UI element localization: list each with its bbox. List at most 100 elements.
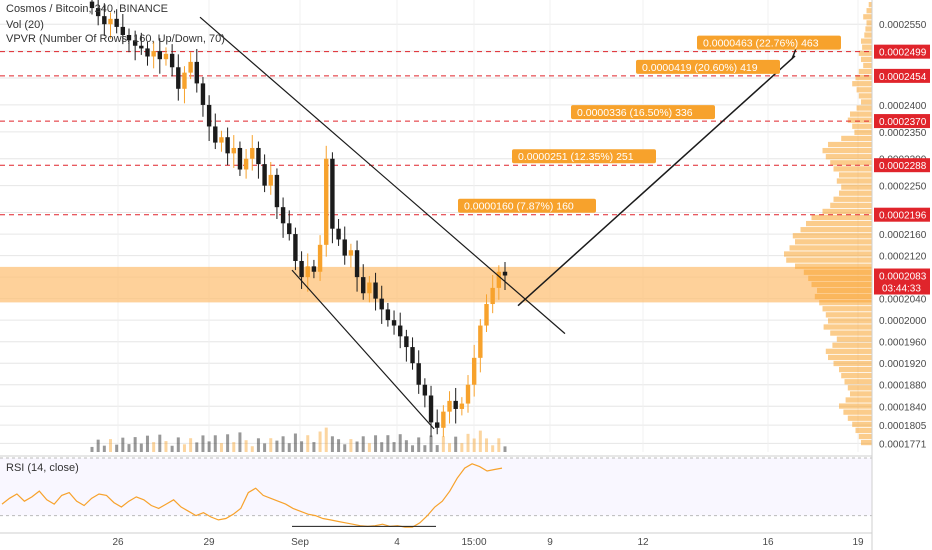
profile-bar [814,293,872,300]
level-tag-box [874,68,930,83]
candle-body [268,174,273,186]
time-tick: 19 [852,537,864,548]
candle-body [231,147,236,154]
symbol-legend: Cosmos / Bitcoin, 240, BINANCE [6,3,169,15]
profile-bar [863,62,872,69]
candle-body [447,400,452,412]
profile-bar [830,202,872,208]
candle-body [453,400,458,409]
volume-bar [380,442,384,452]
volume-bar [417,437,421,452]
volume-bar [108,439,112,452]
candle-body [299,260,304,278]
profile-bar [819,300,872,306]
candle-body [188,61,193,73]
target-label-box [636,59,780,74]
volume-bar [448,443,452,452]
volume-bar [398,434,402,452]
profile-bar [825,348,872,354]
candle-body [225,137,230,154]
volume-bar [182,444,186,452]
level-tag: 0.0002454 [879,72,927,83]
candle-body [102,16,107,25]
candle-body [274,174,280,208]
candle-body [287,223,292,235]
candle-body [114,18,119,27]
candle-body [151,51,156,57]
countdown: 03:44:33 [882,284,921,295]
target-label: 0.0000419 (20.60%) 419 [642,62,758,74]
volume-bar [90,446,94,452]
profile-bar [852,123,872,129]
candle-body [471,357,477,385]
candle-body [256,147,261,165]
profile-bar [855,74,872,81]
profile-bar [862,44,872,50]
candle-body [490,287,495,305]
profile-bar [808,275,872,281]
volume-bar [478,430,482,452]
candle-body [367,282,372,294]
candle-body [391,320,397,326]
level-tag-box [874,158,930,173]
profile-bar [795,263,872,269]
volume-bar [281,436,285,452]
profile-bar [825,312,872,318]
profile-bar [833,360,872,367]
candle-body [404,336,409,348]
rsi-band [0,458,872,516]
volume-bar [466,433,470,452]
volume-bar [219,443,223,452]
candle-body [484,304,489,326]
profile-bar [861,56,872,63]
candle-body [213,126,218,143]
target-label: 0.0000251 (12.35%) 251 [518,151,634,163]
volume-bar [213,435,217,452]
profile-bar [854,129,872,136]
profile-bar [841,373,872,379]
candle-body [502,271,508,276]
profile-bar [841,184,872,190]
candle-body [361,277,366,294]
drawings [199,16,799,430]
profile-bar [847,385,872,391]
volume-bar [269,438,273,452]
volume-bar [207,441,211,452]
volume-bar [324,427,328,452]
candle-body [478,325,483,358]
level-tag-box [874,114,930,129]
profile-bar [856,87,872,93]
candle-body [354,250,360,278]
profile-bar [828,141,872,148]
volume-bar [195,442,199,452]
profile-bar [866,8,872,14]
candle-body [348,250,354,256]
candle-body [305,266,310,278]
volume-bar [330,436,334,452]
profile-bar [863,14,872,20]
profile-bar [828,354,872,361]
volume-bars [90,427,507,452]
profile-bar [839,190,872,196]
time-axis: 26 29 Sep 4 15:00 9 12 16 19 [0,532,872,548]
volume-bar [386,435,390,452]
volume-bar [263,443,267,452]
price-tick: 0.0002550 [879,20,927,31]
profile-bar [800,227,872,233]
profile-bar [830,160,872,166]
profile-bar [832,342,872,348]
profile-bar [836,336,872,342]
profile-bar [825,154,872,160]
volume-bar [423,445,427,452]
price-tick: 0.0002040 [879,295,927,306]
rsi-line [1,463,503,528]
profile-bar [861,38,872,44]
support-zone [0,266,872,303]
candle-body [373,282,378,299]
volume-bar [497,438,501,452]
price-tick: 0.0002400 [879,101,927,112]
candle-body [132,40,138,46]
profile-bar [852,81,872,87]
time-tick: 16 [762,537,774,548]
price-tick: 0.0001920 [879,359,927,370]
